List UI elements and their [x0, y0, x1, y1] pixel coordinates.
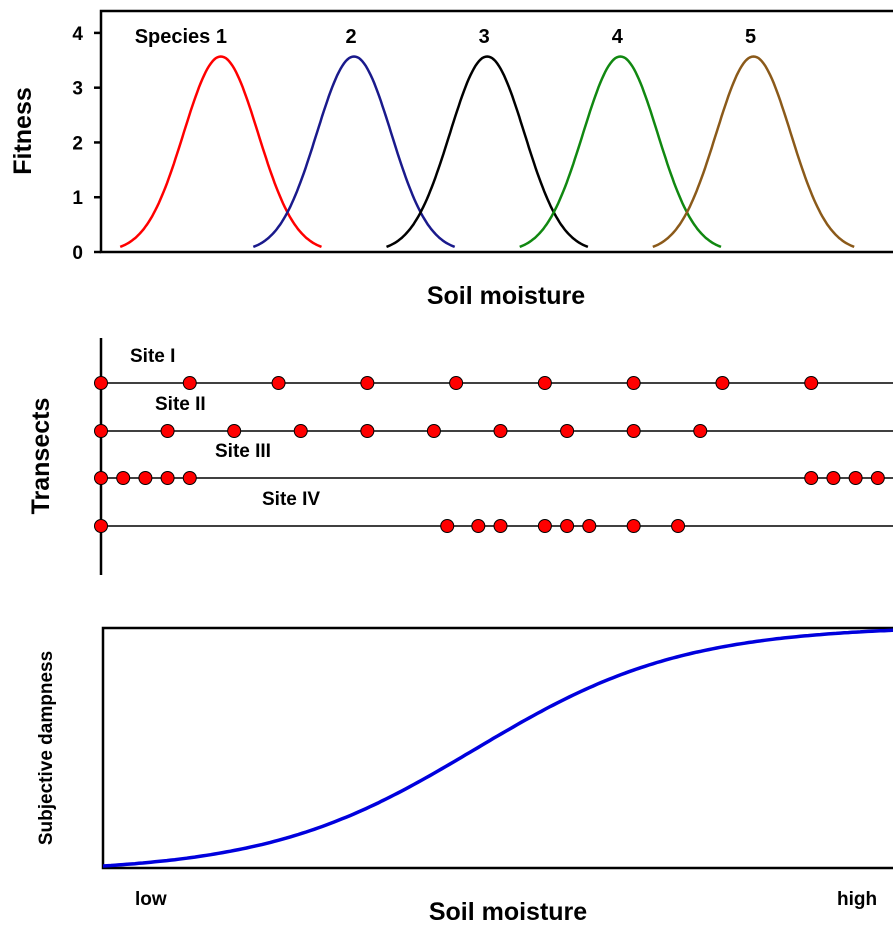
- fitness-curve-1: [119, 55, 322, 249]
- sample-point: [626, 424, 641, 438]
- fitness-curve-2: [252, 55, 456, 249]
- sample-point: [626, 519, 641, 533]
- sample-point: [804, 376, 819, 390]
- transects-panel: Site I Site II Site III Site IV Transects: [27, 338, 893, 575]
- fitness-plot-frame: [99, 9, 893, 254]
- fitness-x-axis-label: Soil moisture: [427, 282, 585, 310]
- species-label-5: 5: [745, 26, 756, 48]
- sample-point: [870, 471, 885, 485]
- dampness-x-axis-label: Soil moisture: [429, 898, 587, 926]
- sample-point: [138, 471, 153, 485]
- fitness-y-tick-label: 3: [72, 79, 83, 100]
- site-label-3: Site III: [215, 441, 271, 462]
- x-tick-high: high: [837, 889, 877, 910]
- sample-point: [537, 519, 552, 533]
- site-label-1: Site I: [130, 346, 175, 367]
- sample-point: [449, 376, 464, 390]
- dampness-plot-frame: [101, 626, 893, 870]
- x-tick-low: low: [135, 889, 167, 910]
- dampness-panel: Subjective dampness low high Soil moistu…: [36, 626, 893, 926]
- fitness-y-tick-label: 4: [72, 24, 83, 45]
- dampness-curve: [102, 628, 893, 868]
- sample-point: [804, 471, 819, 485]
- fitness-curve-5: [652, 55, 855, 249]
- sample-point: [826, 471, 841, 485]
- sample-point: [493, 519, 508, 533]
- sample-point: [493, 424, 508, 438]
- sample-point: [94, 519, 108, 533]
- fitness-curves: [119, 55, 855, 249]
- sample-point: [440, 519, 455, 533]
- dampness-y-axis-label: Subjective dampness: [36, 651, 57, 845]
- species-labels: Species 1 2 3 4 5: [135, 26, 756, 48]
- fitness-panel: 0 1 2 3 4 Species 1 2 3 4 5 Fitness Soil moistur…: [9, 9, 893, 310]
- sample-point: [271, 376, 286, 390]
- sample-point: [116, 471, 131, 485]
- sample-point: [182, 471, 197, 485]
- species-label-3: 3: [479, 26, 490, 48]
- sample-point: [537, 376, 552, 390]
- species-label-1: Species 1: [135, 26, 227, 48]
- sample-point: [426, 424, 441, 438]
- sample-point: [626, 376, 641, 390]
- sample-point: [227, 424, 242, 438]
- fitness-curve-4: [519, 55, 722, 249]
- sample-point: [560, 424, 575, 438]
- transects-y-axis-label: Transects: [27, 398, 55, 515]
- sample-point: [160, 471, 175, 485]
- fitness-y-tick-label: 1: [72, 188, 83, 209]
- species-label-4: 4: [612, 26, 624, 48]
- fitness-curve-3: [386, 55, 589, 249]
- sample-point: [94, 424, 108, 438]
- fitness-y-tick-label: 0: [72, 243, 83, 264]
- sample-point: [160, 424, 175, 438]
- sample-point: [360, 424, 375, 438]
- sample-point: [471, 519, 486, 533]
- transect-sites: Site I Site II Site III Site IV: [94, 346, 893, 533]
- sample-point: [693, 424, 708, 438]
- sample-point: [94, 471, 108, 485]
- sample-point: [560, 519, 575, 533]
- sample-point: [671, 519, 686, 533]
- fitness-y-tick-label: 2: [72, 133, 83, 154]
- fitness-y-axis-label: Fitness: [9, 87, 37, 175]
- fitness-y-ticks: 0 1 2 3 4: [72, 24, 101, 264]
- sample-point: [582, 519, 597, 533]
- sample-point: [360, 376, 375, 390]
- sample-point: [182, 376, 197, 390]
- site-label-4: Site IV: [262, 489, 320, 510]
- sample-point: [848, 471, 863, 485]
- sample-point: [94, 376, 108, 390]
- sample-point: [715, 376, 730, 390]
- site-label-2: Site II: [155, 394, 206, 415]
- species-label-2: 2: [345, 26, 356, 48]
- sample-point: [293, 424, 308, 438]
